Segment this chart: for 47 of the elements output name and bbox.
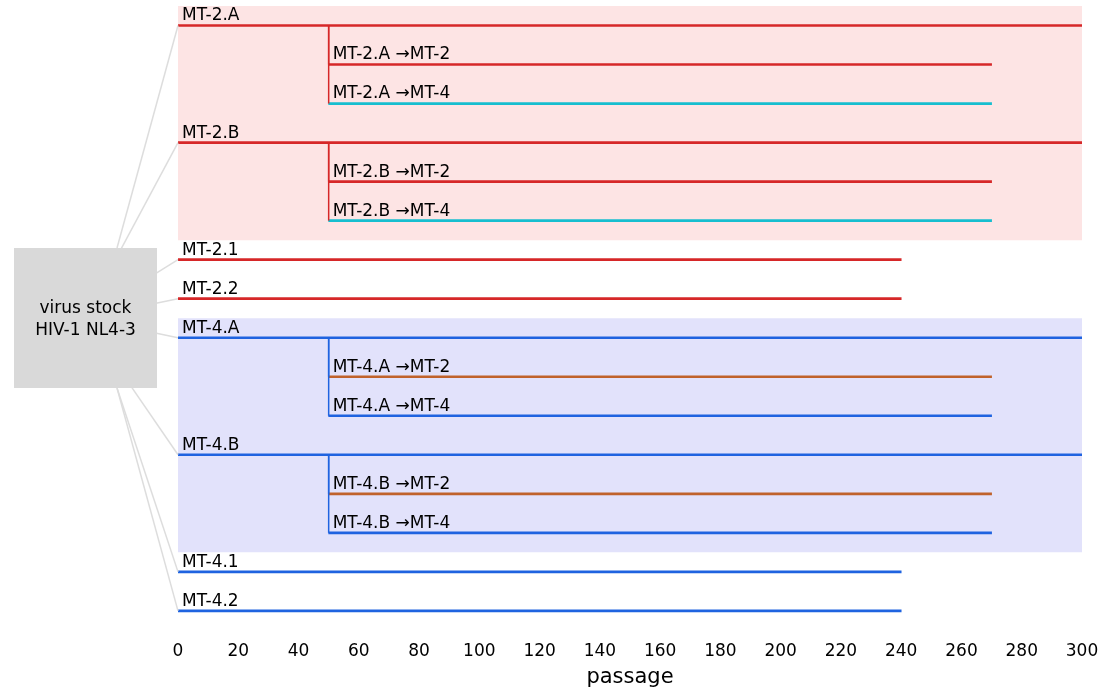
- x-tick-label: 80: [408, 640, 430, 661]
- bar: [178, 141, 1082, 144]
- bar: [328, 180, 992, 183]
- y-tick-label: MT-4.B →MT-4: [332, 511, 451, 532]
- bar: [328, 102, 992, 105]
- x-tick-label: 240: [884, 640, 918, 661]
- x-tick-label: 0: [172, 640, 184, 661]
- y-tick-label: MT-4.B →MT-2: [332, 472, 451, 493]
- y-tick-label: MT-4.2: [182, 589, 239, 610]
- y-tick-label: MT-4.B: [182, 433, 240, 454]
- y-tick-label: MT-2.B: [182, 121, 240, 142]
- source-box: virus stock HIV-1 NL4-3: [14, 248, 157, 388]
- y-tick-label: MT-4.A: [182, 316, 240, 337]
- bar: [178, 297, 902, 301]
- y-tick-label: MT-2.2: [182, 277, 239, 298]
- y-tick-label: MT-2.1: [182, 238, 239, 259]
- x-tick-label: 260: [945, 640, 978, 661]
- x-tick-label: 40: [287, 640, 310, 661]
- y-tick-label: MT-2.B →MT-2: [332, 160, 451, 181]
- x-tick-label: 280: [1005, 640, 1038, 661]
- bar: [328, 375, 992, 379]
- bar: [178, 336, 1082, 340]
- x-axis-title: passage: [586, 663, 674, 688]
- bar: [328, 414, 992, 418]
- bar: [178, 258, 902, 261]
- bar: [328, 492, 992, 496]
- y-tick-label: MT-2.A →MT-4: [332, 82, 451, 103]
- x-tick-label: 160: [643, 640, 677, 661]
- y-tick-label: MT-2.A: [182, 4, 240, 25]
- bar: [178, 453, 1082, 457]
- y-tick-label: MT-2.B →MT-4: [332, 199, 451, 220]
- x-tick-label: 300: [1065, 640, 1099, 661]
- x-tick-label: 220: [824, 640, 858, 661]
- bar: [178, 24, 1082, 27]
- x-tick-label: 200: [764, 640, 797, 661]
- x-tick-label: 100: [463, 640, 496, 661]
- x-tick-label: 180: [704, 640, 737, 661]
- x-tick-label: 120: [523, 640, 556, 661]
- y-tick-label: MT-4.A →MT-2: [332, 355, 451, 376]
- x-tick-label: 140: [583, 640, 617, 661]
- y-tick-label: MT-4.1: [182, 550, 239, 571]
- x-tick-label: 60: [347, 640, 370, 661]
- y-tick-label: MT-2.A →MT-2: [332, 43, 451, 64]
- x-tick-label: 20: [227, 640, 250, 661]
- bar: [328, 219, 992, 222]
- bar: [328, 63, 992, 66]
- y-tick-label: MT-4.A →MT-4: [332, 394, 451, 415]
